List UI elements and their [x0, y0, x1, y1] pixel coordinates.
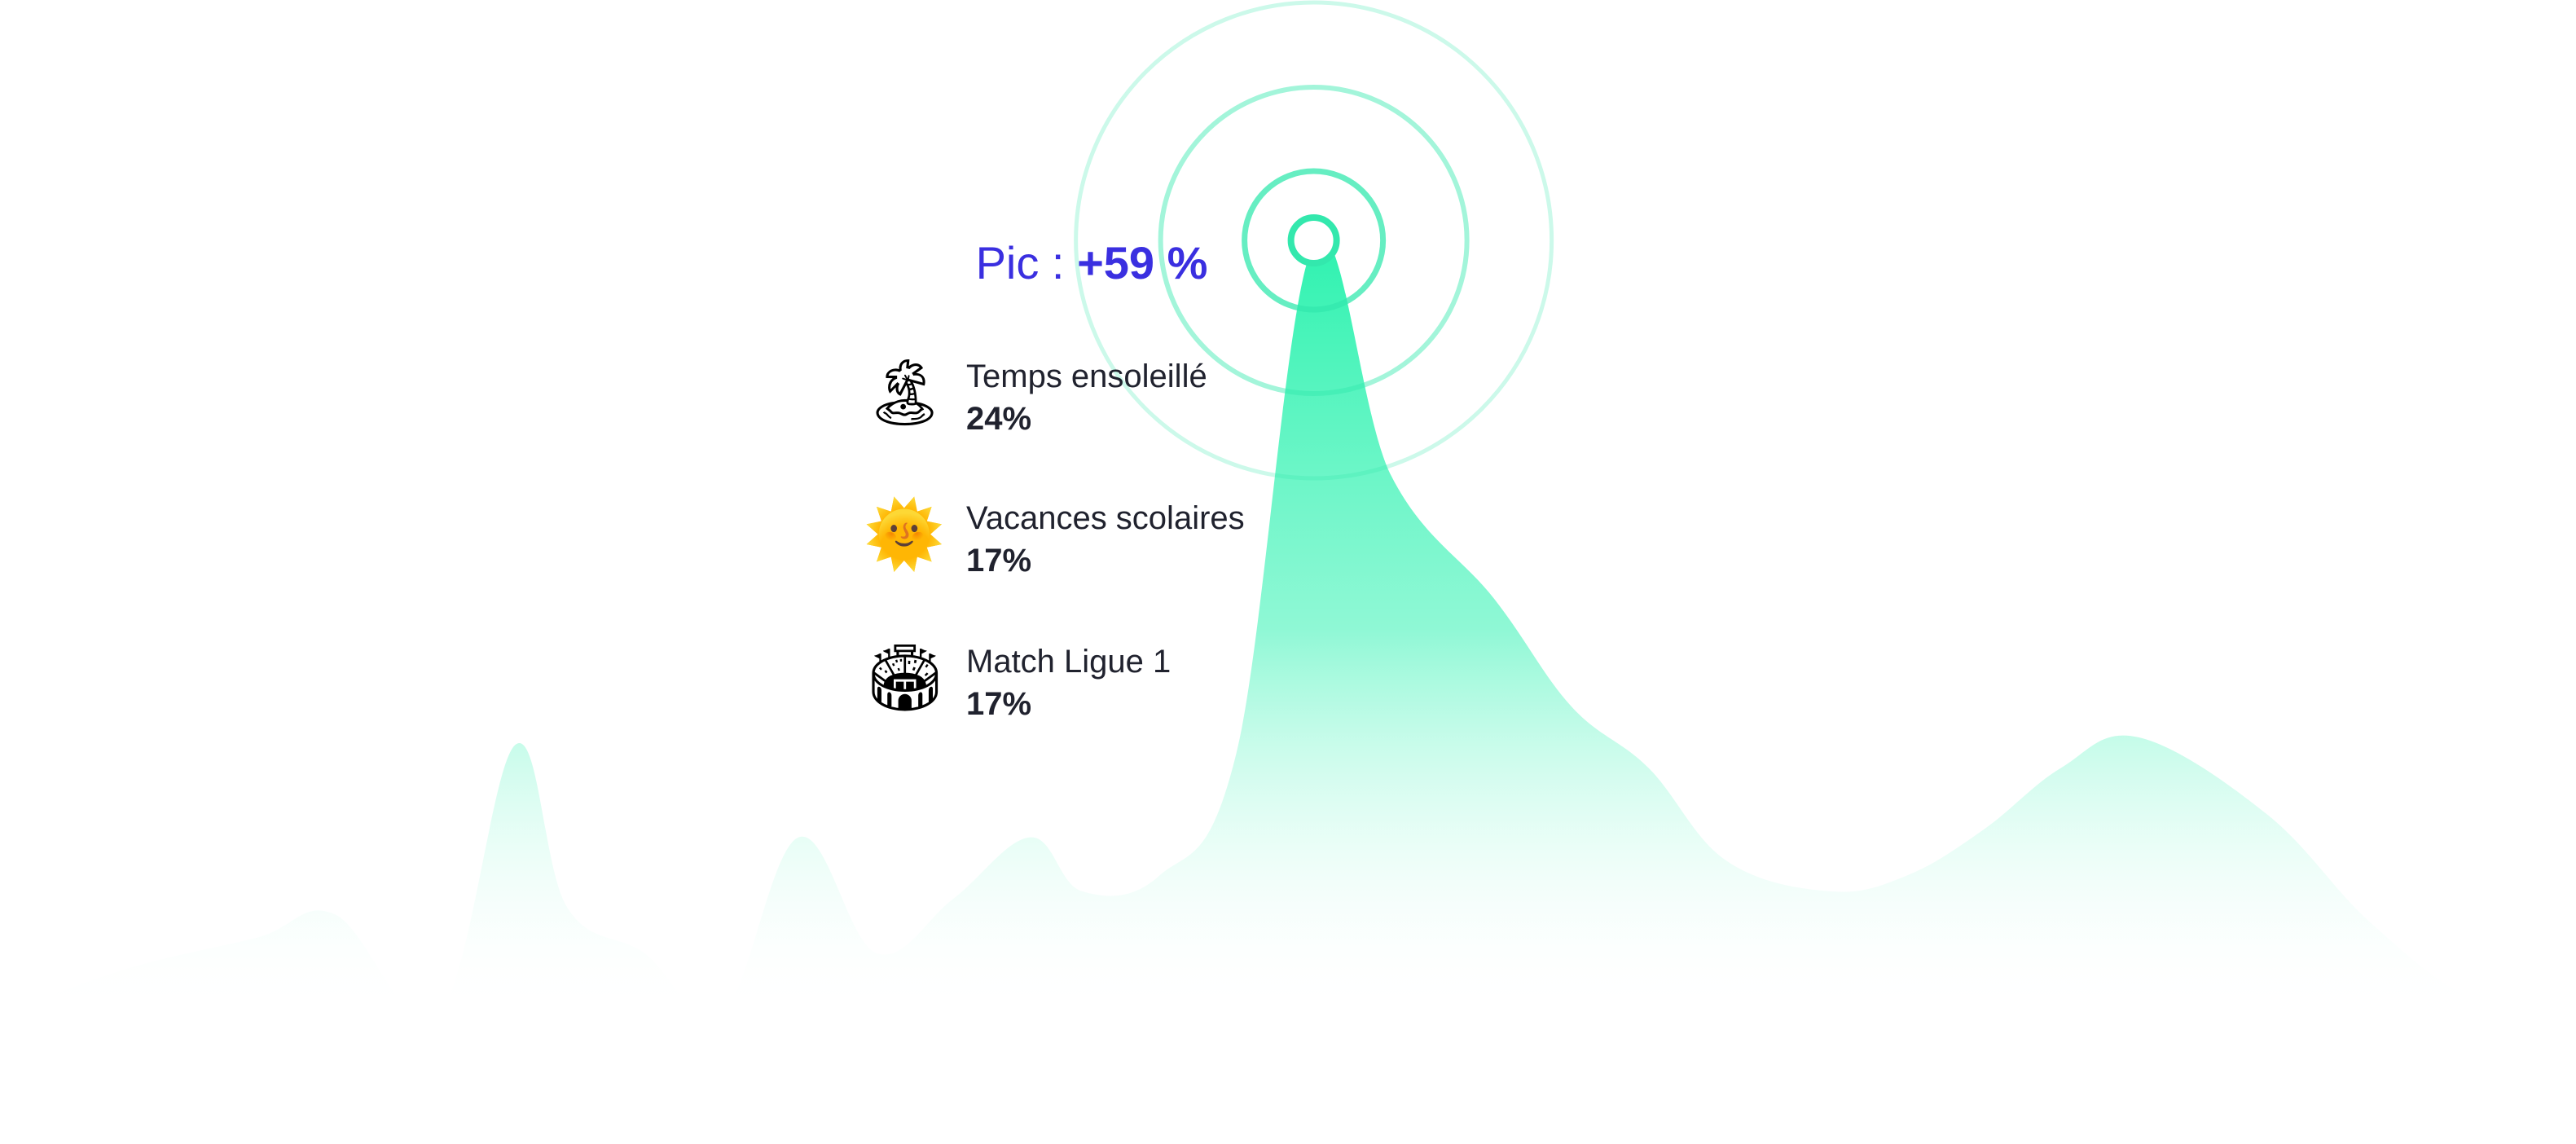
peak-signal-rings	[1074, 0, 1554, 481]
peak-label: Pic :	[975, 237, 1065, 288]
factor-name: Match Ligue 1	[966, 644, 1172, 680]
signal-ring-4	[1074, 0, 1554, 481]
factor-name: Temps ensoleillé	[966, 359, 1207, 394]
factor-percent: 17%	[966, 686, 1032, 722]
desert-island-icon: 🏝	[864, 354, 947, 430]
signal-ring-1	[1287, 214, 1340, 266]
signal-ring-2	[1242, 168, 1387, 313]
factor-percent: 24%	[966, 401, 1032, 437]
peak-value: +59 %	[1077, 237, 1208, 288]
factor-percent: 17%	[966, 543, 1032, 579]
area-series	[0, 236, 2576, 1020]
area-fill	[0, 236, 2576, 1020]
sun-with-face-icon: 🌞	[864, 496, 945, 572]
stadium-icon: 🏟	[864, 640, 947, 715]
factor-name: Vacances scolaires	[966, 500, 1245, 536]
peak-title: Pic : +59 %	[945, 236, 1238, 289]
signal-ring-3	[1158, 85, 1470, 396]
